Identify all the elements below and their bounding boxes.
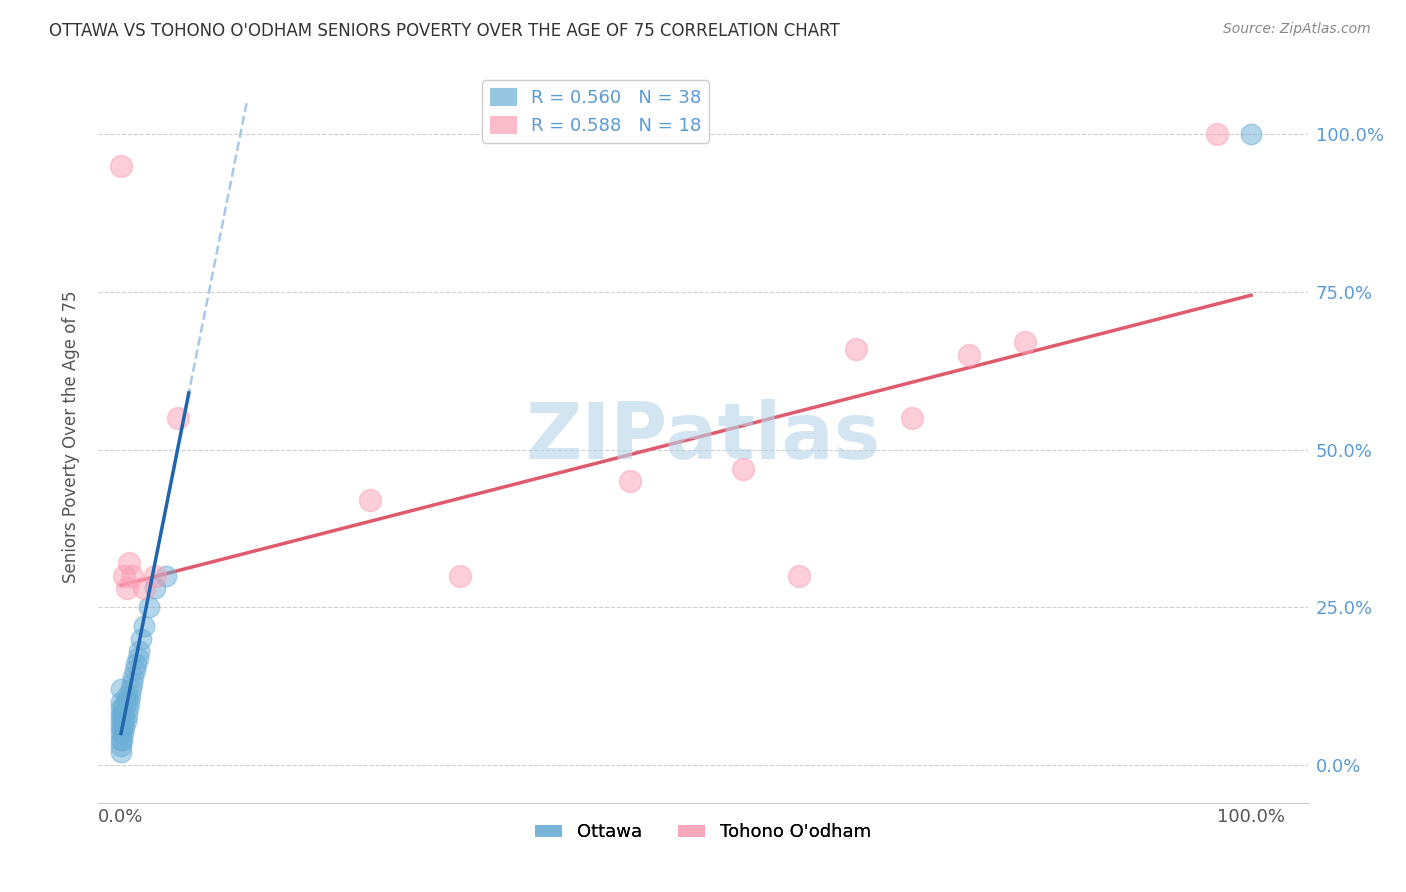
Point (131, 632, 153, 646)
Point (112, 569, 135, 583)
Y-axis label: Seniors Poverty Over the Age of 75: Seniors Poverty Over the Age of 75 (62, 291, 80, 583)
Point (731, 461, 754, 475)
Point (111, 720, 134, 734)
Point (124, 664, 146, 678)
Point (110, 732, 132, 747)
Point (127, 650, 149, 665)
Point (112, 720, 135, 734)
Point (128, 644, 150, 658)
Text: ZIPatlas: ZIPatlas (526, 399, 880, 475)
Point (115, 689, 138, 703)
Point (110, 739, 132, 753)
Point (115, 582, 138, 596)
Point (359, 493, 381, 508)
Point (901, 411, 924, 425)
Point (114, 714, 136, 728)
Text: Source: ZipAtlas.com: Source: ZipAtlas.com (1223, 22, 1371, 37)
Point (121, 676, 143, 690)
Point (110, 707, 132, 722)
Point (449, 569, 471, 583)
Point (166, 411, 188, 425)
Point (787, 569, 810, 583)
Point (143, 569, 166, 583)
Point (132, 582, 155, 596)
Point (117, 701, 139, 715)
Point (111, 732, 134, 747)
Point (110, 714, 132, 728)
Point (138, 600, 160, 615)
Point (112, 707, 135, 722)
Point (112, 726, 135, 740)
Point (845, 342, 868, 356)
Point (1206, 128, 1229, 142)
Point (112, 701, 135, 715)
Point (111, 707, 134, 722)
Point (143, 582, 166, 596)
Point (120, 689, 142, 703)
Point (121, 569, 143, 583)
Point (118, 695, 141, 709)
Point (118, 556, 141, 570)
Point (110, 720, 132, 734)
Point (132, 619, 155, 633)
Text: OTTAWA VS TOHONO O'ODHAM SENIORS POVERTY OVER THE AGE OF 75 CORRELATION CHART: OTTAWA VS TOHONO O'ODHAM SENIORS POVERTY… (49, 22, 839, 40)
Point (155, 569, 177, 583)
Point (110, 159, 132, 173)
Point (957, 348, 980, 362)
Point (122, 670, 145, 684)
Point (110, 745, 132, 759)
Point (1014, 335, 1036, 350)
Point (110, 726, 132, 740)
Point (114, 695, 136, 709)
Point (619, 474, 641, 488)
Point (115, 707, 138, 722)
Legend: Ottawa, Tohono O'odham: Ottawa, Tohono O'odham (529, 816, 877, 848)
Point (110, 695, 132, 709)
Point (110, 682, 132, 697)
Point (110, 701, 132, 715)
Point (1240, 128, 1263, 142)
Point (120, 682, 142, 697)
Point (112, 714, 135, 728)
Point (125, 657, 148, 671)
